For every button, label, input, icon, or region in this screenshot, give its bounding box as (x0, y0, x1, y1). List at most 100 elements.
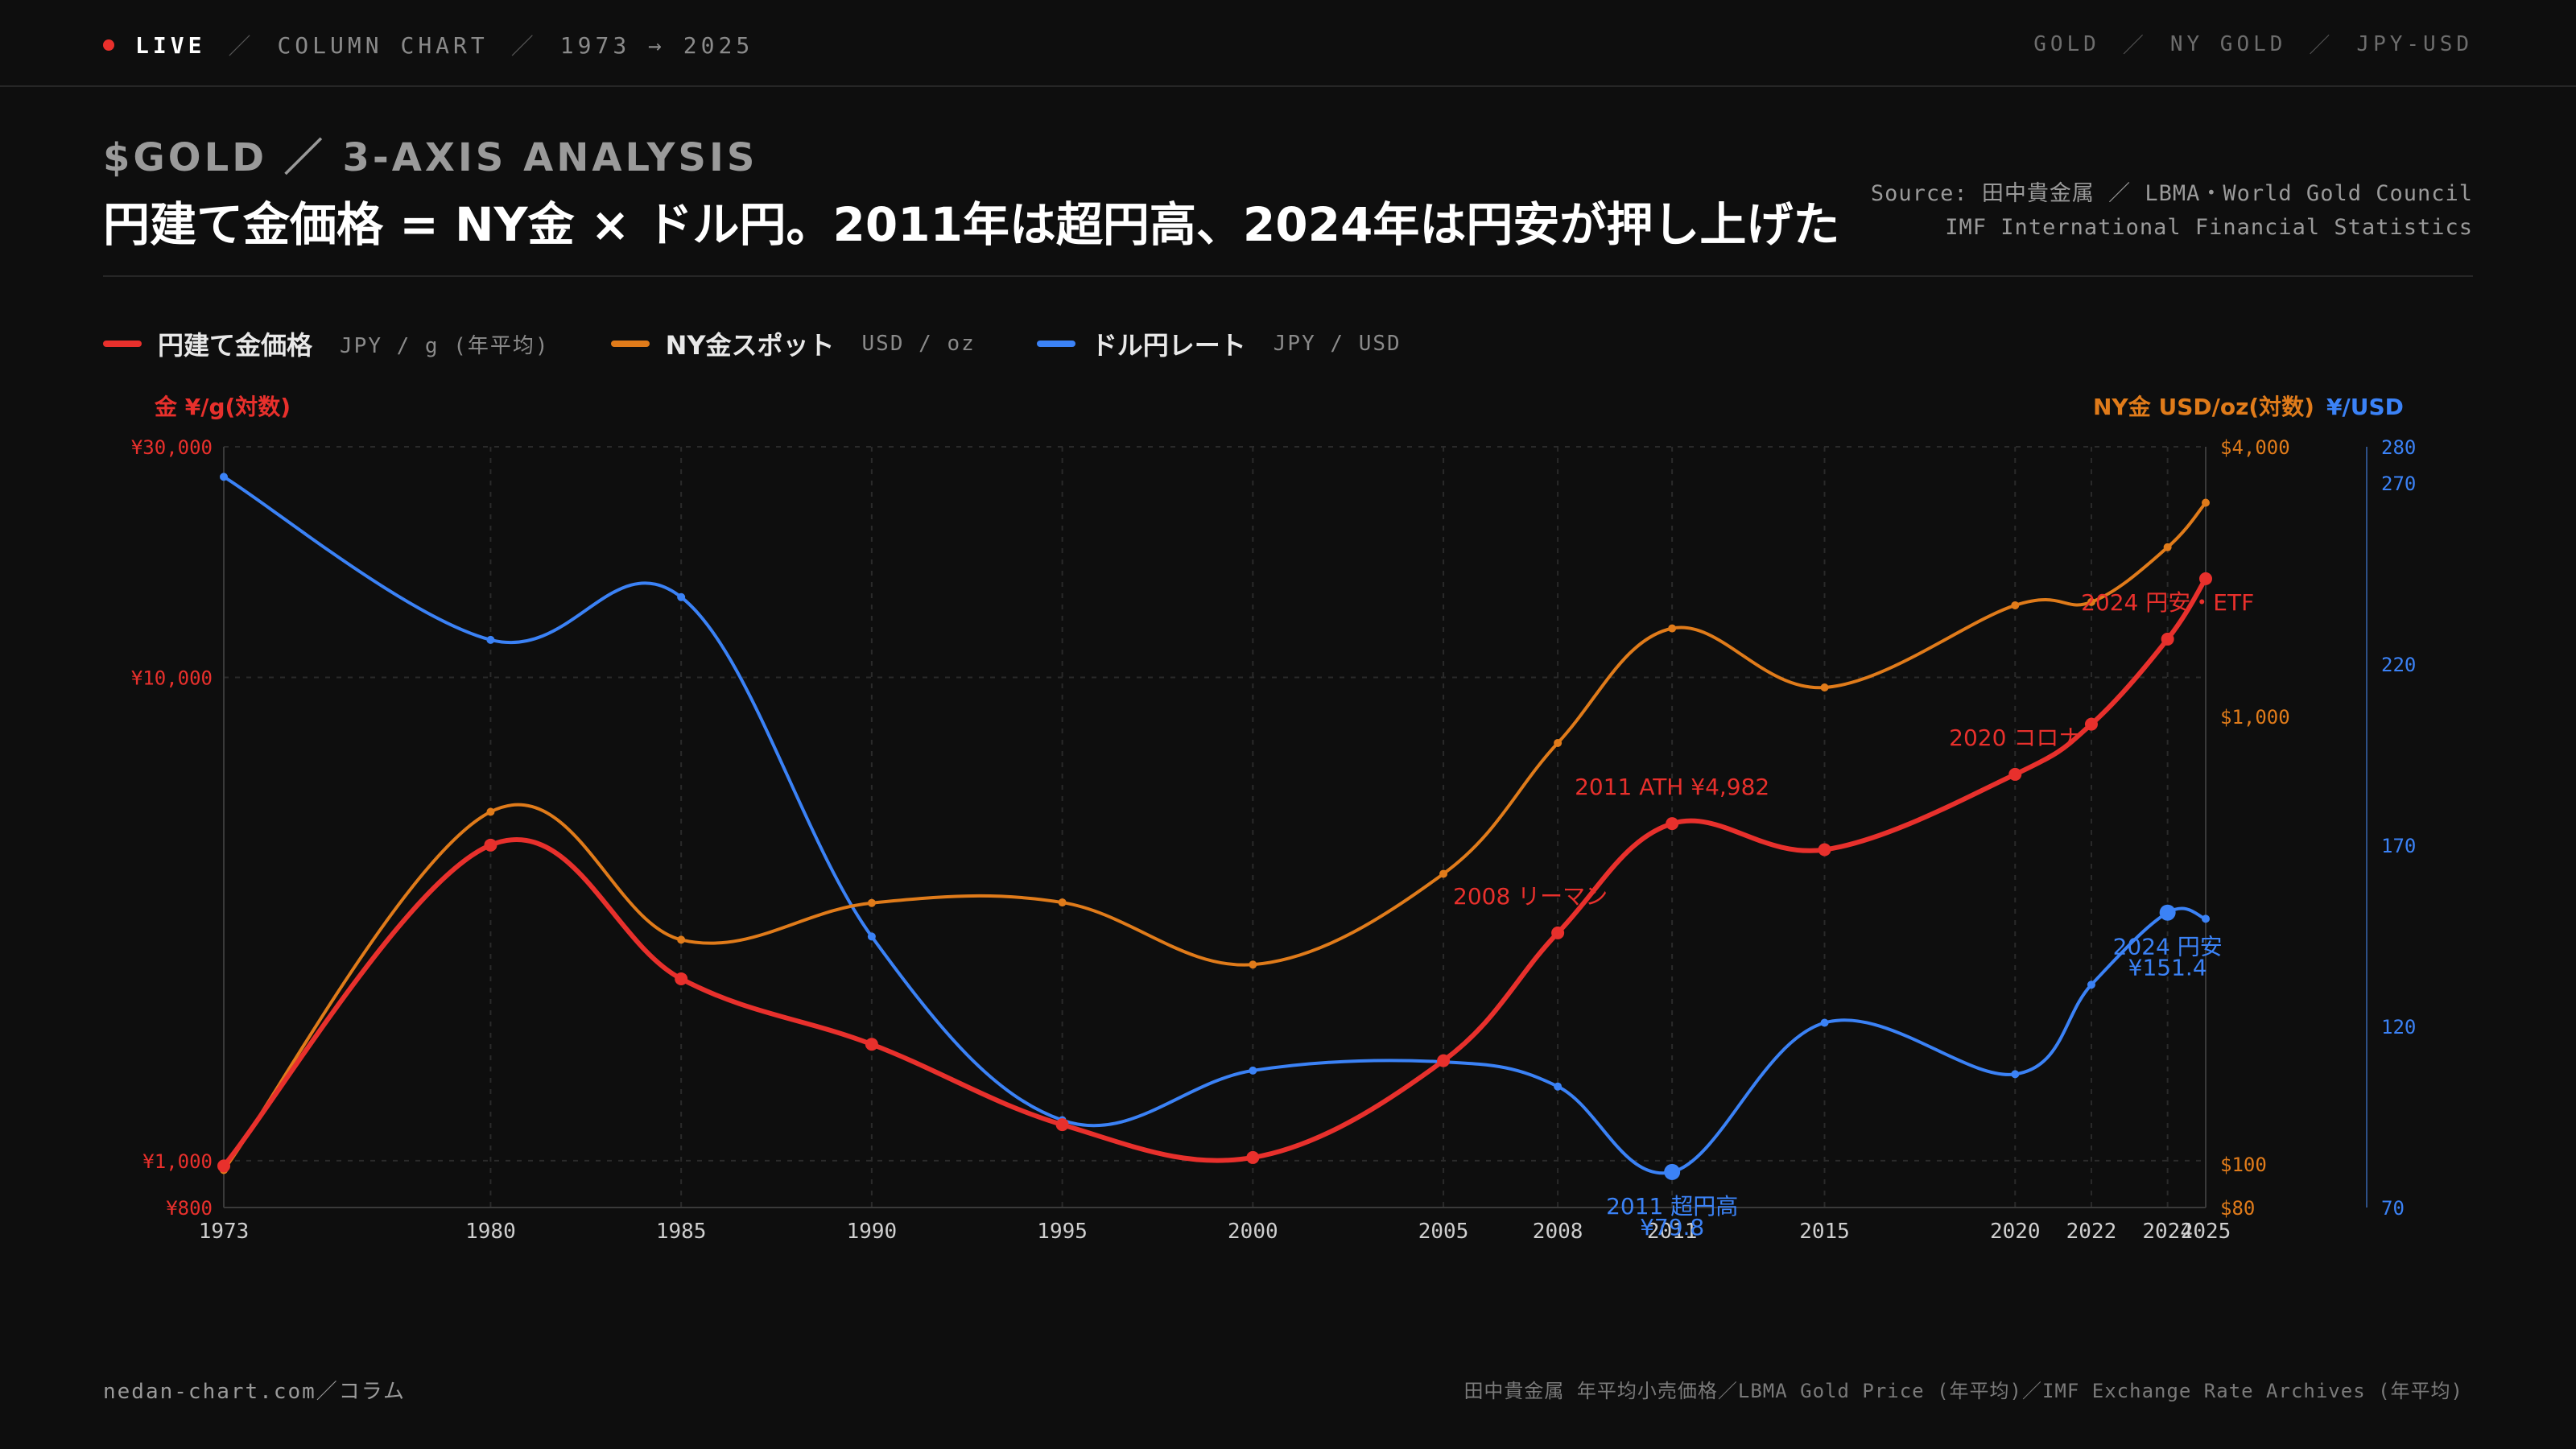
y-tick-label-right-usd: $80 (2220, 1197, 2255, 1220)
data-point-right1 (1554, 738, 1563, 747)
legend-unit: USD / oz (861, 332, 976, 356)
footer-data-sources: 田中貴金属 年平均小売価格／LBMA Gold Price (年平均)／IMF … (1463, 1380, 2463, 1402)
annotation-marker (1664, 1163, 1681, 1180)
data-point-right2 (486, 635, 495, 644)
y-tick-label-right-usd: $1,000 (2220, 706, 2290, 729)
y-tick-label-left: ¥800 (166, 1197, 213, 1220)
x-tick-label: 1980 (465, 1220, 516, 1244)
legend-item-ny-gold[interactable]: NY金スポット USD / oz (610, 325, 976, 362)
source-line-1: Source: 田中貴金属 ／ LBMA・World Gold Council (1870, 181, 2473, 206)
y-tick-label-right-jpy: 270 (2381, 473, 2416, 495)
source-credit: Source: 田中貴金属 ／ LBMA・World Gold Council … (1871, 177, 2473, 245)
legend-item-jpy-gold[interactable]: 円建て金価格 JPY / g (年平均) (103, 325, 550, 362)
y-tick-label-right-usd: $100 (2220, 1154, 2267, 1176)
chart-kind: COLUMN CHART (277, 31, 489, 59)
data-point-right1 (1058, 898, 1067, 907)
data-point-right2 (1554, 1082, 1563, 1091)
annotation-label: 2011 ATH ¥4,982 (1575, 774, 1769, 800)
x-tick-label: 2011 (1647, 1220, 1698, 1244)
separator: ／ (2122, 34, 2148, 58)
data-point-left (2161, 632, 2174, 646)
top-bar-tags: GOLD ／ NY GOLD ／ JPY-USD (2033, 29, 2473, 59)
data-point-left (1551, 926, 1565, 939)
chart-legend: 円建て金価格 JPY / g (年平均) NY金スポット USD / oz ドル… (103, 325, 1463, 362)
y-tick-label-left: ¥1,000 (142, 1150, 213, 1173)
annotation-label: 2024 円安・ETF (2081, 589, 2254, 616)
x-tick-label: 2005 (1418, 1220, 1469, 1244)
y-tick-label-left: ¥10,000 (131, 667, 213, 689)
x-tick-label: 1985 (656, 1220, 707, 1244)
legend-unit: JPY / g (年平均) (340, 333, 550, 358)
top-bar-left: LIVE ／ COLUMN CHART ／ 1973 → 2025 (103, 29, 753, 61)
series-line-left (221, 576, 2208, 1169)
source-line-2: IMF International Financial Statistics (1945, 215, 2473, 240)
data-point-right1 (1820, 683, 1829, 692)
annotation-value: ¥79.8 (1640, 1214, 1704, 1241)
annotation-label: 2020 コロナ (1949, 724, 2081, 751)
data-point-right1 (2087, 597, 2095, 606)
tag-jpy-usd[interactable]: JPY-USD (2356, 31, 2473, 56)
y-axis-title-right-jpy: ¥/USD (2326, 394, 2404, 420)
separator: ／ (510, 33, 538, 60)
data-point-left (1666, 817, 1679, 831)
legend-swatch-blue (1036, 341, 1075, 347)
legend-label: NY金スポット (665, 330, 835, 361)
x-tick-label: 2022 (2066, 1220, 2117, 1244)
data-point-right2 (1249, 1066, 1257, 1075)
legend-swatch-red (103, 341, 142, 347)
data-point-left (2084, 717, 2098, 731)
legend-label: ドル円レート (1091, 330, 1246, 361)
y-tick-label-right-usd: $4,000 (2220, 436, 2290, 459)
live-label: LIVE (135, 31, 206, 59)
separator: ／ (228, 33, 255, 60)
x-tick-label: 2020 (1990, 1220, 2041, 1244)
data-point-right1 (486, 807, 495, 816)
x-tick-label: 1990 (847, 1220, 898, 1244)
legend-item-usdjpy[interactable]: ドル円レート JPY / USD (1036, 325, 1402, 362)
footer-site-link[interactable]: nedan-chart.com／コラム (103, 1380, 407, 1404)
y-tick-label-right-jpy: 120 (2381, 1016, 2416, 1038)
header: $GOLD ／ 3-AXIS ANALYSIS 円建て金価格 = NY金 × ド… (103, 121, 2473, 277)
live-indicator-dot (103, 39, 114, 51)
data-point-left (1437, 1054, 1451, 1067)
data-point-left (1055, 1118, 1069, 1132)
year-range: 1973 → 2025 (559, 31, 754, 59)
annotation-label: 2011 超円高 (1606, 1193, 1738, 1220)
data-point-left (1246, 1150, 1260, 1164)
data-point-right2 (867, 932, 876, 941)
data-point-left (675, 972, 688, 985)
data-point-right1 (1249, 960, 1257, 969)
y-tick-label-left: ¥30,000 (131, 436, 213, 459)
data-point-right1 (2011, 601, 2020, 609)
data-point-left (1818, 843, 1831, 857)
annotation-value: ¥151.4 (2128, 955, 2207, 981)
x-tick-label: 2015 (1799, 1220, 1850, 1244)
tag-gold[interactable]: GOLD (2033, 31, 2100, 56)
y-tick-label-right-jpy: 70 (2381, 1197, 2405, 1220)
data-point-right1 (2202, 498, 2210, 507)
separator: ／ (2309, 34, 2334, 58)
data-point-left (2199, 572, 2212, 585)
y-axis-title-right-usd: NY金 USD/oz(対数) (2093, 394, 2314, 420)
data-point-left (2008, 767, 2022, 781)
data-point-right2 (2087, 980, 2095, 989)
x-tick-label: 1995 (1037, 1220, 1088, 1244)
y-axis-title-left: 金 ¥/g(対数) (154, 394, 291, 420)
data-point-right2 (2011, 1070, 2020, 1079)
annotation-marker (2159, 904, 2176, 921)
x-tick-label: 1973 (199, 1220, 250, 1244)
data-point-left (484, 838, 497, 852)
data-point-right1 (677, 935, 686, 944)
annotation-label: 2024 円安 (2113, 934, 2223, 960)
data-point-right2 (2202, 914, 2210, 923)
data-point-right1 (867, 898, 876, 907)
annotation-label: 2008 リーマン (1453, 883, 1608, 910)
tag-ny-gold[interactable]: NY GOLD (2169, 31, 2287, 56)
legend-swatch-orange (610, 341, 650, 347)
x-tick-label: 2008 (1533, 1220, 1583, 1244)
data-point-right2 (1820, 1018, 1829, 1027)
x-tick-label: 2024 (2142, 1220, 2193, 1244)
series-line-right1 (222, 501, 2207, 1172)
data-point-left (217, 1159, 230, 1173)
data-point-right1 (1668, 624, 1677, 633)
